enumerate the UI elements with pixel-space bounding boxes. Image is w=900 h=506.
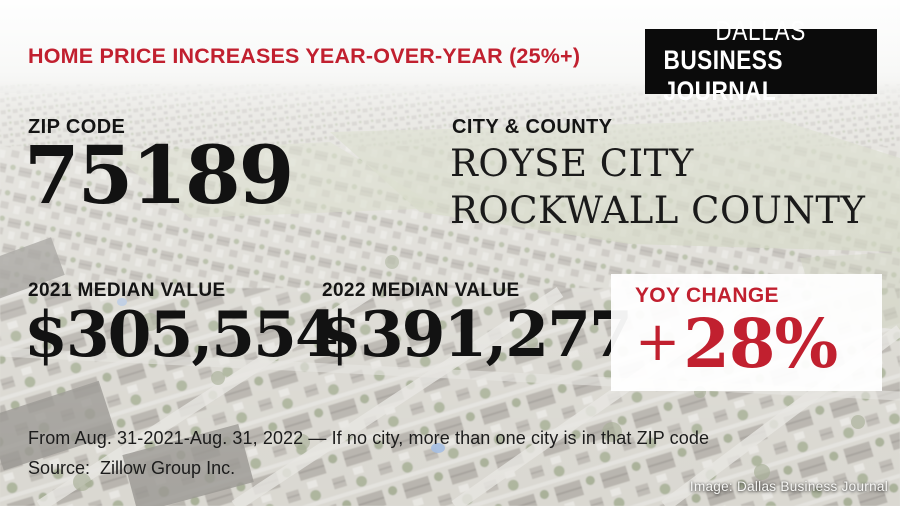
headline: HOME PRICE INCREASES YEAR-OVER-YEAR (25%… [28, 44, 581, 68]
yoy-percent: 28% [683, 304, 838, 383]
city-name: ROYSE CITY [450, 142, 694, 185]
logo-line-business-journal: BUSINESS JOURNAL [663, 45, 783, 106]
median-2021-label: 2021 MEDIAN VALUE [28, 280, 226, 301]
zip-code-label: ZIP CODE [28, 116, 126, 138]
logo-line-dallas: DALLAS [715, 15, 807, 47]
dallas-business-journal-logo: DALLAS BUSINESS JOURNAL [645, 17, 877, 106]
county-name: ROCKWALL COUNTY [450, 189, 866, 233]
yoy-change-label: YOY CHANGE [635, 284, 779, 307]
source-text: Source: Zillow Group Inc. [28, 458, 236, 478]
zip-code-value: 75189 [24, 128, 294, 222]
median-2022-value: $391,277 [318, 297, 633, 371]
median-2021-value: $305,554 [24, 297, 339, 371]
yoy-change-card: YOY CHANGE +28% [611, 274, 882, 391]
city-county-label: CITY & COUNTY [452, 116, 613, 138]
median-2022-label: 2022 MEDIAN VALUE [322, 280, 520, 301]
footnote-text: From Aug. 31-2021-Aug. 31, 2022 — If no … [28, 428, 710, 448]
image-credit: Image: Dallas Business Journal [689, 479, 888, 494]
yoy-change-value: +28% [635, 310, 882, 380]
yoy-plus-sign: + [635, 310, 681, 373]
city-county-names: ROYSE CITY ROCKWALL COUNTY [450, 140, 865, 235]
